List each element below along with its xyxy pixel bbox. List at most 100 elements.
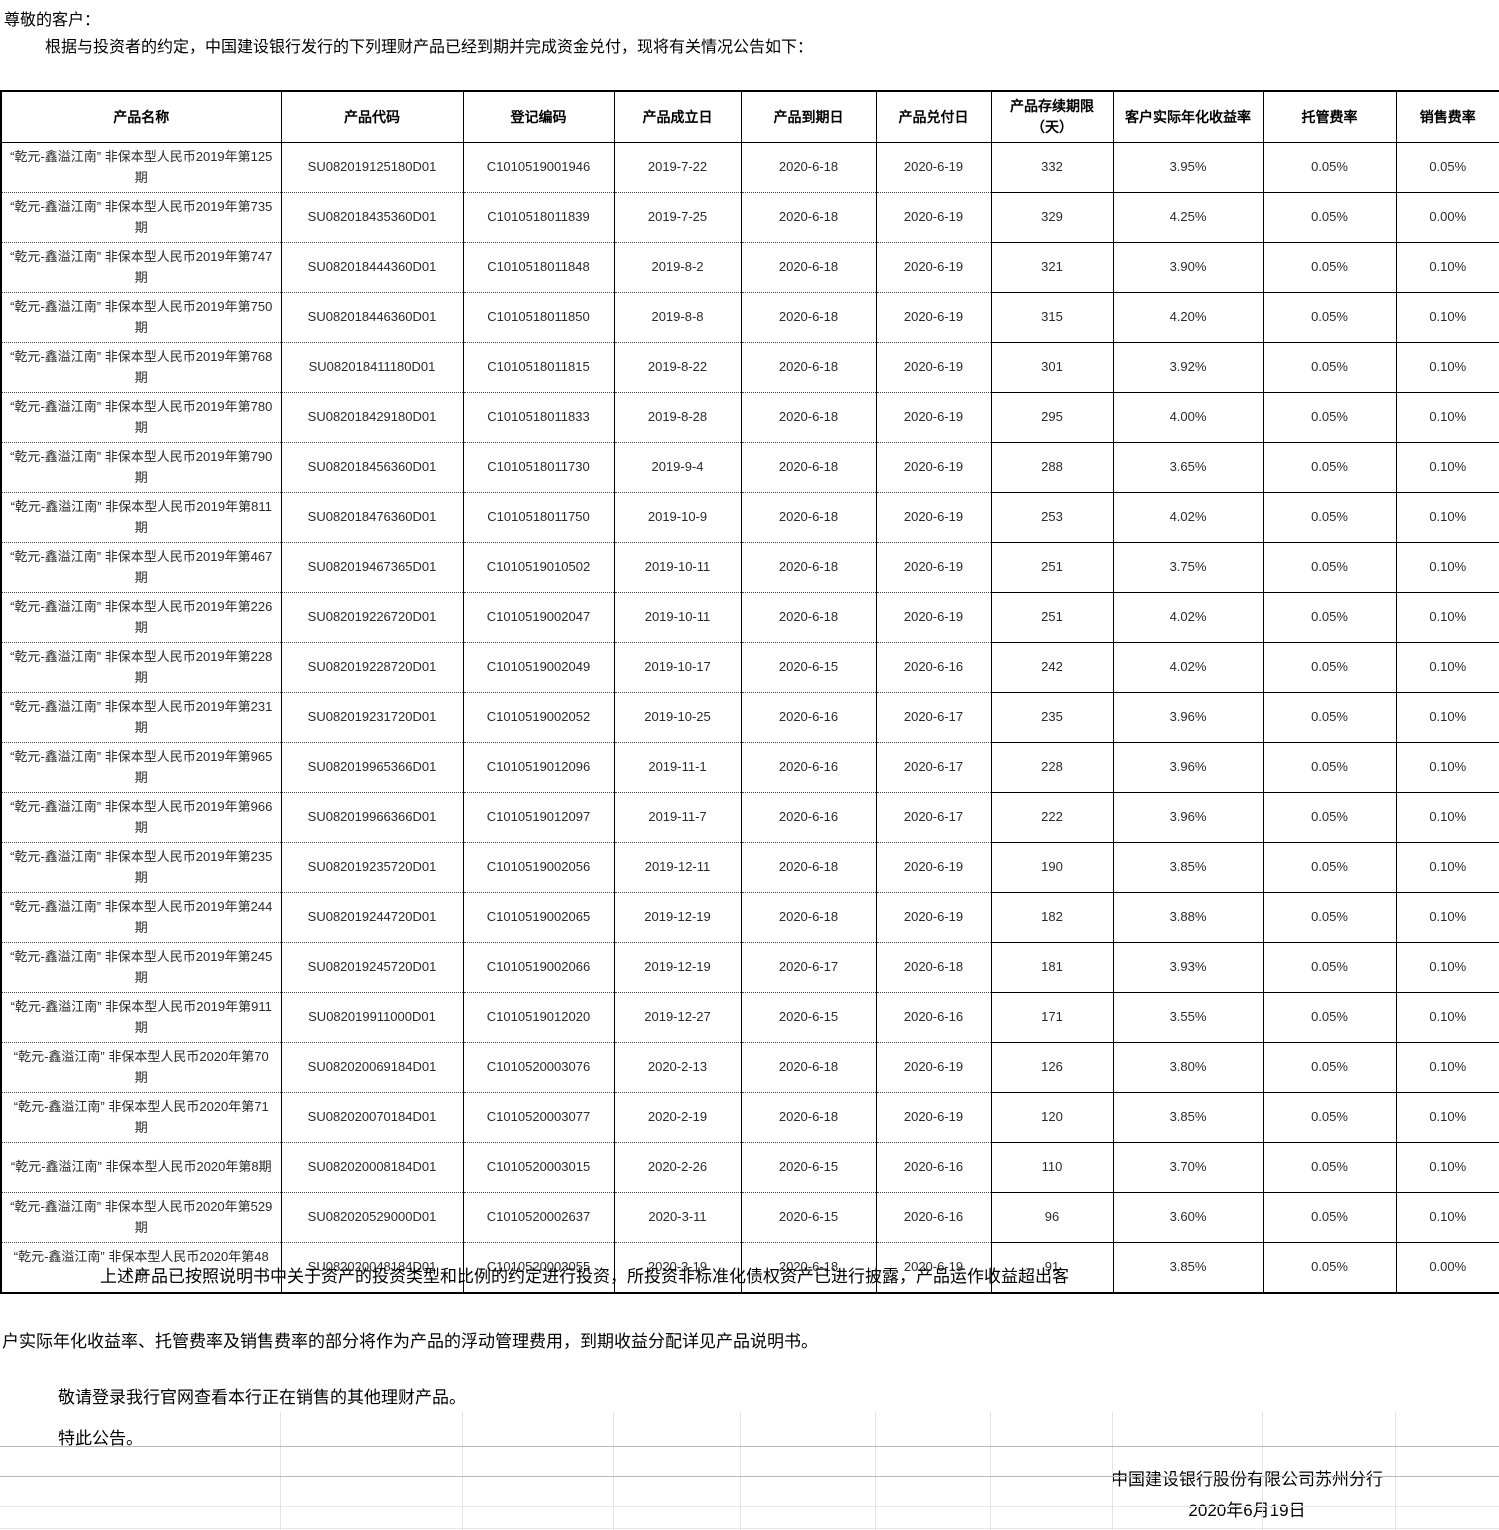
table-cell: “乾元-鑫溢江南” 非保本型人民币2019年第245期 xyxy=(0,942,282,993)
table-cell: C1010518011730 xyxy=(462,442,615,493)
table-cell: 3.55% xyxy=(1112,992,1264,1043)
table-cell: C1010519001946 xyxy=(462,142,615,193)
table-cell: SU082019966366D01 xyxy=(280,792,464,843)
table-cell: 2020-6-15 xyxy=(740,992,877,1043)
table-cell: 0.05% xyxy=(1262,842,1397,893)
table-cell: 2019-12-19 xyxy=(613,892,742,943)
table-cell: “乾元-鑫溢江南” 非保本型人民币2019年第735期 xyxy=(0,192,282,243)
table-cell: 4.02% xyxy=(1112,642,1264,693)
table-cell: 0.05% xyxy=(1395,142,1499,193)
table-cell: SU082019228720D01 xyxy=(280,642,464,693)
footer-paragraph-1: 上述产品已按照说明书中关于资产的投资类型和比例的约定进行投资，所投资非标准化债权… xyxy=(100,1267,1069,1286)
table-cell: 0.10% xyxy=(1395,292,1499,343)
table-cell: 2020-6-18 xyxy=(740,892,877,943)
grid-line xyxy=(1262,1412,1263,1530)
table-cell: C1010520003077 xyxy=(462,1092,615,1143)
table-cell: C1010519002056 xyxy=(462,842,615,893)
table-cell: 3.85% xyxy=(1112,842,1264,893)
table-cell: 2020-6-19 xyxy=(875,192,992,243)
table-cell: 2020-6-18 xyxy=(740,292,877,343)
table-cell: 2020-6-17 xyxy=(875,792,992,843)
table-cell: “乾元-鑫溢江南” 非保本型人民币2019年第231期 xyxy=(0,692,282,743)
table-cell: 2020-6-18 xyxy=(740,392,877,443)
table-cell: 2020-6-18 xyxy=(740,142,877,193)
table-cell: “乾元-鑫溢江南” 非保本型人民币2019年第125期 xyxy=(0,142,282,193)
grid-line xyxy=(1395,1412,1396,1530)
table-cell: 0.05% xyxy=(1262,492,1397,543)
table-cell: 2020-2-13 xyxy=(613,1042,742,1093)
table-row: “乾元-鑫溢江南” 非保本型人民币2019年第245期 SU08201924572… xyxy=(0,942,1499,993)
table-cell: “乾元-鑫溢江南” 非保本型人民币2020年第70期 xyxy=(0,1042,282,1093)
table-cell: 2020-6-18 xyxy=(740,192,877,243)
column-header: 产品兑付日 xyxy=(875,90,992,143)
table-cell: 2020-6-19 xyxy=(875,242,992,293)
table-cell: 2020-6-15 xyxy=(740,1192,877,1243)
table-cell: 190 xyxy=(990,842,1114,893)
grid-line xyxy=(1112,1412,1113,1530)
column-header: 产品到期日 xyxy=(740,90,877,143)
table-cell: SU082020529000D01 xyxy=(280,1192,464,1243)
table-cell: SU082018435360D01 xyxy=(280,192,464,243)
table-cell: 3.65% xyxy=(1112,442,1264,493)
salutation: 尊敬的客户： xyxy=(4,12,101,29)
table-cell: 3.92% xyxy=(1112,342,1264,393)
table-row: “乾元-鑫溢江南” 非保本型人民币2019年第966期 SU08201996636… xyxy=(0,792,1499,843)
table-cell: 171 xyxy=(990,992,1114,1043)
table-row: “乾元-鑫溢江南” 非保本型人民币2019年第231期 SU08201923172… xyxy=(0,692,1499,743)
table-cell: 0.05% xyxy=(1262,892,1397,943)
table-cell: 0.10% xyxy=(1395,1192,1499,1243)
table-cell: 4.25% xyxy=(1112,192,1264,243)
table-cell: C1010519002049 xyxy=(462,642,615,693)
table-cell: C1010519012096 xyxy=(462,742,615,793)
table-cell: 181 xyxy=(990,942,1114,993)
table-cell: SU082019244720D01 xyxy=(280,892,464,943)
table-cell: 2020-6-19 xyxy=(875,142,992,193)
table-cell: 3.95% xyxy=(1112,142,1264,193)
table-cell: 251 xyxy=(990,592,1114,643)
table-cell: C1010519002065 xyxy=(462,892,615,943)
column-header: 产品名称 xyxy=(0,90,282,143)
table-cell: C1010520003076 xyxy=(462,1042,615,1093)
table-cell: 2020-6-18 xyxy=(740,1092,877,1143)
table-cell: 3.96% xyxy=(1112,792,1264,843)
table-cell: SU082019226720D01 xyxy=(280,592,464,643)
table-cell: 0.10% xyxy=(1395,992,1499,1043)
table-row: “乾元-鑫溢江南” 非保本型人民币2019年第965期 SU08201996536… xyxy=(0,742,1499,793)
table-cell: 0.10% xyxy=(1395,942,1499,993)
table-cell: 0.10% xyxy=(1395,792,1499,843)
table-cell: SU082018476360D01 xyxy=(280,492,464,543)
table-cell: 3.85% xyxy=(1112,1242,1264,1294)
table-cell: 3.80% xyxy=(1112,1042,1264,1093)
table-cell: 0.10% xyxy=(1395,842,1499,893)
grid-line xyxy=(990,1412,991,1530)
table-cell: 3.96% xyxy=(1112,692,1264,743)
table-cell: 3.88% xyxy=(1112,892,1264,943)
table-cell: “乾元-鑫溢江南” 非保本型人民币2019年第228期 xyxy=(0,642,282,693)
table-cell: 2020-6-16 xyxy=(875,1192,992,1243)
table-row: “乾元-鑫溢江南” 非保本型人民币2019年第226期 SU08201922672… xyxy=(0,592,1499,643)
table-cell: 251 xyxy=(990,542,1114,593)
table-cell: 0.05% xyxy=(1262,692,1397,743)
table-cell: 2019-10-25 xyxy=(613,692,742,743)
column-header: 托管费率 xyxy=(1262,90,1397,143)
table-cell: “乾元-鑫溢江南” 非保本型人民币2020年第48期 xyxy=(0,1242,282,1294)
table-cell: 2020-6-18 xyxy=(875,942,992,993)
table-cell: 0.10% xyxy=(1395,242,1499,293)
table-cell: C1010519012097 xyxy=(462,792,615,843)
table-cell: 2020-6-18 xyxy=(740,542,877,593)
table-cell: “乾元-鑫溢江南” 非保本型人民币2019年第811期 xyxy=(0,492,282,543)
table-cell: 2019-8-2 xyxy=(613,242,742,293)
table-cell: 2020-2-19 xyxy=(613,1092,742,1143)
table-cell: C1010518011839 xyxy=(462,192,615,243)
column-header: 产品代码 xyxy=(280,90,464,143)
grid-line xyxy=(462,1412,463,1530)
table-row: “乾元-鑫溢江南” 非保本型人民币2019年第228期 SU08201922872… xyxy=(0,642,1499,693)
grid-line xyxy=(613,1412,614,1530)
table-row: “乾元-鑫溢江南” 非保本型人民币2019年第768期 SU08201841118… xyxy=(0,342,1499,393)
table-cell: 2020-6-19 xyxy=(875,1242,992,1294)
table-cell: “乾元-鑫溢江南” 非保本型人民币2019年第965期 xyxy=(0,742,282,793)
table-cell: 0.05% xyxy=(1262,742,1397,793)
table-cell: 110 xyxy=(990,1142,1114,1193)
table-cell: C1010518011848 xyxy=(462,242,615,293)
table-row: “乾元-鑫溢江南” 非保本型人民币2019年第911期 SU08201991100… xyxy=(0,992,1499,1043)
